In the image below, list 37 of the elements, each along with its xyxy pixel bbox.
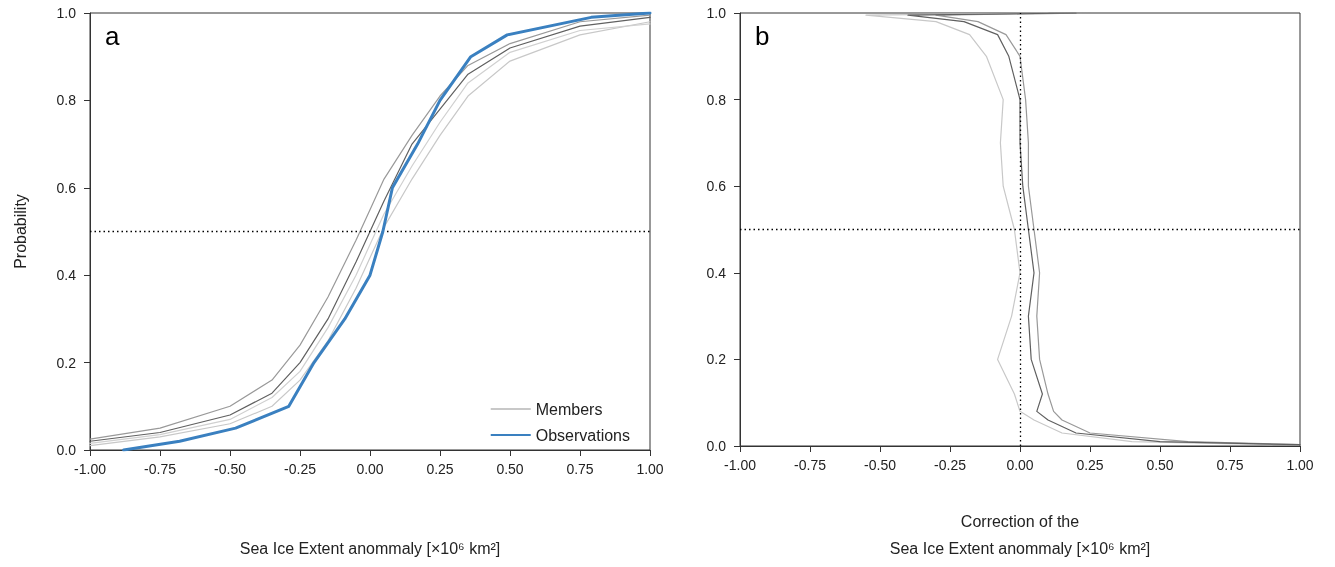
x-tick-label: 0.25	[1076, 457, 1104, 473]
y-tick-label: 1.0	[56, 5, 77, 21]
x-tick-label: -0.25	[934, 457, 967, 473]
x-tick-label: -0.75	[144, 461, 177, 477]
annotation: a	[105, 21, 120, 51]
x-tick-label: -1.00	[724, 457, 757, 473]
y-tick-label: 0.0	[706, 438, 727, 454]
x-axis-title: Sea Ice Extent anommaly [×10⁶ km²]	[239, 540, 501, 557]
x-tick-label: 1.00	[636, 461, 664, 477]
x-tick-label: 1.00	[1286, 457, 1314, 473]
x-tick-label: -0.50	[864, 457, 897, 473]
x-tick-label: 0.00	[356, 461, 384, 477]
x-tick-label: -0.50	[214, 461, 247, 477]
y-tick-label: 0.0	[56, 442, 77, 458]
y-tick-label: 0.6	[706, 178, 727, 195]
y-tick-label: 0.4	[706, 264, 727, 281]
y-tick-label: 0.4	[56, 267, 77, 284]
y-tick-label: 0.8	[56, 92, 77, 109]
y-axis-title: Probability	[11, 194, 29, 269]
x-tick-label: 0.75	[1216, 457, 1244, 473]
y-tick-label: 0.2	[56, 354, 77, 371]
legend-label: Observations	[535, 426, 630, 444]
x-tick-label: 0.50	[496, 461, 524, 477]
x-axis-title: Correction of the Sea Ice Extent anommaly [×10⁶ km²]	[889, 513, 1151, 557]
x-tick-label: -0.25	[284, 461, 317, 477]
x-tick-label: -0.75	[794, 457, 827, 473]
x-tick-label: 0.75	[566, 461, 594, 477]
x-tick-label: 0.00	[1006, 457, 1034, 473]
x-tick-label: -1.00	[74, 461, 107, 477]
y-tick-label: 0.2	[706, 351, 727, 368]
x-tick-label: 0.50	[1146, 457, 1174, 473]
y-tick-label: 0.6	[56, 179, 77, 196]
legend-label: Members	[535, 400, 603, 418]
y-tick-label: 0.8	[706, 91, 727, 108]
y-tick-label: 1.0	[706, 5, 727, 21]
annotation: b	[755, 21, 770, 51]
x-tick-label: 0.25	[426, 461, 454, 477]
